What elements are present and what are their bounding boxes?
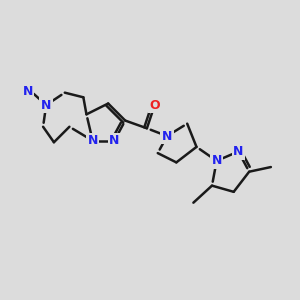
Text: N: N [212, 154, 222, 167]
Text: N: N [22, 85, 33, 98]
Text: N: N [162, 130, 172, 142]
Text: O: O [149, 99, 160, 112]
Text: N: N [109, 134, 119, 147]
Text: N: N [88, 134, 98, 147]
Text: N: N [41, 99, 51, 112]
Text: N: N [233, 145, 244, 158]
